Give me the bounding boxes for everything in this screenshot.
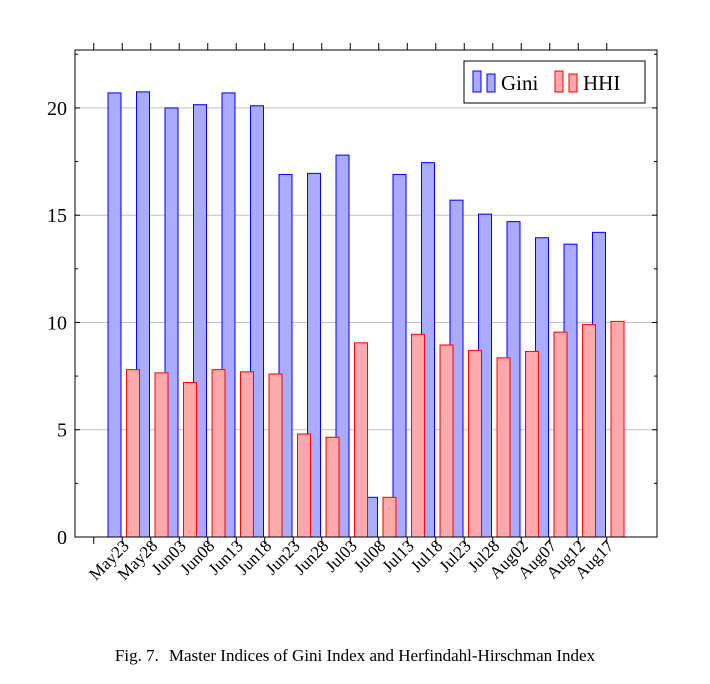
bar-chart: 0 5 10 15 20 May23May28Jun03Jun08Jun13Jun18J… xyxy=(47,43,658,584)
figure-caption-text: Master Indices of Gini Index and Herfind… xyxy=(168,646,596,665)
y-tick-labels: 0 5 10 15 20 xyxy=(47,98,67,549)
bars xyxy=(107,91,625,538)
legend-label-gini: Gini xyxy=(501,71,539,95)
legend-swatch-bar xyxy=(486,73,496,93)
hhi-bar xyxy=(610,320,625,538)
y-tick-label: 10 xyxy=(47,312,67,334)
y-tick-label: 0 xyxy=(57,527,67,549)
hhi-bar xyxy=(268,373,283,538)
hhi-bar xyxy=(126,369,141,538)
figure-label: Fig. 7. xyxy=(114,646,159,665)
hhi-bar xyxy=(382,496,397,538)
hhi-bar xyxy=(325,436,340,538)
hhi-bar xyxy=(154,372,169,538)
legend-swatch-bar xyxy=(472,70,482,93)
hhi-bar xyxy=(297,433,312,538)
hhi-bar xyxy=(553,331,568,538)
hhi-bar xyxy=(411,333,426,538)
hhi-bar xyxy=(525,350,540,538)
hhi-bar xyxy=(211,369,226,538)
hhi-bar xyxy=(439,344,454,538)
hhi-bar xyxy=(183,382,198,538)
hhi-bar xyxy=(240,371,255,538)
hhi-bar xyxy=(354,342,369,538)
y-tick-label: 20 xyxy=(47,98,67,120)
legend-swatch-gini xyxy=(472,70,496,93)
hhi-bar xyxy=(468,349,483,538)
gini-bar xyxy=(392,173,407,538)
legend: Gini HHI xyxy=(463,60,646,104)
legend-label-hhi: HHI xyxy=(583,71,620,95)
legend-swatch-hhi xyxy=(554,70,578,93)
legend-swatch-bar xyxy=(568,73,578,93)
legend-swatch-bar xyxy=(554,70,564,93)
y-tick-label: 5 xyxy=(57,420,67,442)
hhi-bar xyxy=(496,357,511,538)
figure-caption: Fig. 7. Master Indices of Gini Index and … xyxy=(0,646,710,666)
plot-frame xyxy=(74,49,658,538)
hhi-bar xyxy=(582,324,597,538)
gini-bar xyxy=(107,92,122,538)
y-tick-label: 15 xyxy=(47,205,67,227)
x-tick-labels: May23May28Jun03Jun08Jun13Jun18Jun23Jun28… xyxy=(85,536,617,584)
